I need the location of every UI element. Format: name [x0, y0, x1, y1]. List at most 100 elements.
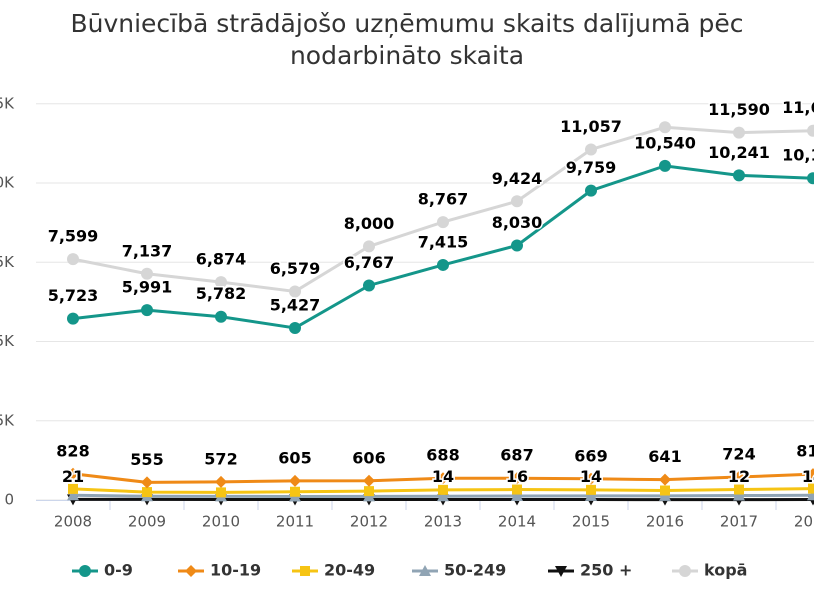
x-tick-label: 2015: [572, 513, 610, 531]
data-point: [511, 239, 523, 252]
data-point: [585, 143, 597, 156]
data-point: [215, 475, 227, 488]
data-label: 724: [722, 445, 755, 464]
legend-item[interactable]: 50-249: [412, 561, 506, 580]
data-label: 688: [426, 446, 459, 465]
x-tick-label: 2017: [720, 513, 758, 531]
data-label: 9,759: [566, 158, 617, 177]
data-point: [363, 474, 375, 487]
legend-item[interactable]: 250 +: [548, 561, 632, 580]
y-tick-label: 2.5K: [0, 411, 15, 429]
y-tick-label: 5K: [0, 332, 15, 350]
legend-item[interactable]: 10-19: [178, 561, 261, 580]
legend-marker: [555, 566, 567, 577]
data-point: [289, 321, 301, 334]
legend-label: 20-49: [324, 561, 375, 580]
legend-marker: [679, 565, 691, 577]
data-label: 8,030: [492, 213, 543, 232]
data-point: [438, 484, 448, 495]
data-point: [733, 126, 745, 139]
legend-marker: [419, 565, 431, 576]
data-point: [437, 490, 449, 502]
data-point: [67, 489, 79, 501]
legend-label: 10-19: [210, 561, 261, 580]
data-point: [141, 304, 153, 317]
data-label: 5,723: [48, 286, 99, 305]
data-label: 8,000: [344, 214, 395, 233]
x-tick-label: 2008: [54, 513, 92, 531]
x-tick-label: 2014: [498, 513, 536, 531]
data-point: [363, 279, 375, 292]
chart-title: Būvniecībā strādājošo uzņēmumu skaits da…: [70, 9, 744, 70]
data-point: [67, 467, 79, 480]
data-label: 11,650: [782, 98, 814, 117]
data-label: 605: [278, 448, 311, 467]
data-label: 6,874: [196, 250, 247, 269]
data-point: [585, 489, 597, 501]
x-tick-label: 2012: [350, 513, 388, 531]
data-label: 7,415: [418, 232, 469, 251]
data-label: 14: [802, 467, 814, 486]
x-tick-label: 2011: [276, 513, 314, 531]
y-tick-label: 0: [4, 491, 14, 509]
data-label: 9,424: [492, 169, 543, 188]
data-label: 7,599: [48, 227, 99, 246]
legend-item[interactable]: 20-49: [292, 561, 375, 580]
data-point: [141, 476, 153, 489]
legend-label: 50-249: [444, 561, 506, 580]
data-label: 5,782: [196, 284, 247, 303]
chart-title-box: Būvniecībā strādājošo uzņēmumu skaits da…: [0, 8, 814, 72]
x-tick-label: 2018: [794, 513, 814, 531]
x-tick-label: 2016: [646, 513, 684, 531]
legend-item[interactable]: 0-9: [72, 561, 133, 580]
legend-label: 250 +: [580, 561, 632, 580]
data-label: 687: [500, 446, 533, 465]
data-point: [807, 172, 814, 185]
data-label: 6,579: [270, 259, 321, 278]
data-label: 10,540: [634, 133, 696, 152]
data-label: 16: [506, 467, 528, 486]
data-point: [511, 472, 523, 485]
data-point: [511, 490, 523, 502]
y-tick-label: 7.5K: [0, 253, 15, 271]
data-label: 11,057: [560, 117, 622, 136]
data-label: 11,590: [708, 100, 770, 119]
data-point: [289, 285, 301, 298]
data-point: [659, 473, 671, 486]
data-point: [215, 310, 227, 323]
data-point: [215, 276, 227, 289]
data-point: [437, 472, 449, 485]
legend-label: 0-9: [104, 561, 133, 580]
legend-marker: [185, 565, 197, 577]
y-tick-label: 10K: [0, 174, 15, 192]
data-label: 10,150: [782, 146, 814, 165]
data-label: 606: [352, 448, 385, 467]
data-label: 21: [62, 467, 84, 486]
data-label: 572: [204, 449, 237, 468]
data-point: [586, 484, 596, 495]
data-label: 12: [728, 467, 750, 486]
data-label: 669: [574, 446, 607, 465]
data-label: 14: [432, 467, 454, 486]
data-point: [67, 312, 79, 325]
data-label: 828: [56, 441, 89, 460]
data-point: [512, 484, 522, 495]
x-tick-label: 2013: [424, 513, 462, 531]
data-point: [585, 184, 597, 197]
legend-item[interactable]: kopā: [672, 561, 747, 580]
data-point: [142, 487, 152, 498]
legend-marker: [79, 565, 91, 577]
data-point: [289, 474, 301, 487]
data-point: [585, 472, 597, 485]
data-point: [437, 216, 449, 229]
data-label: 14: [580, 467, 602, 486]
data-label: 10,241: [708, 143, 770, 162]
data-point: [437, 258, 449, 271]
data-point: [67, 253, 79, 266]
data-point: [363, 240, 375, 253]
data-label: 6,767: [344, 253, 395, 272]
data-point: [68, 483, 78, 494]
data-point: [141, 267, 153, 280]
